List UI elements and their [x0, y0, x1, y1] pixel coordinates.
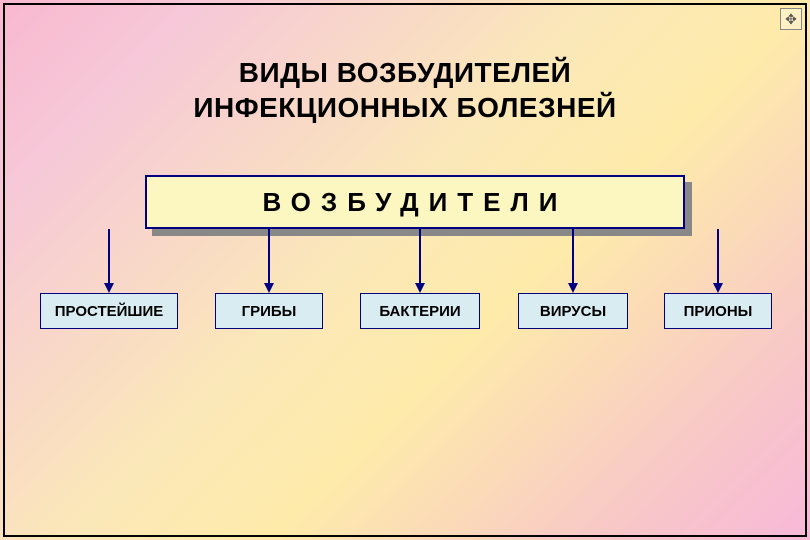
child-label: ПРИОНЫ	[684, 303, 753, 320]
parent-label: ВОЗБУДИТЕЛИ	[263, 187, 568, 218]
decorative-icon: ✥	[780, 8, 802, 30]
arrow-head	[415, 283, 425, 293]
arrow-head	[713, 283, 723, 293]
arrow-line	[419, 229, 421, 283]
child-label: ПРОСТЕЙШИЕ	[55, 303, 164, 320]
arrow-head	[104, 283, 114, 293]
slide-title: ВИДЫ ВОЗБУДИТЕЛЕЙ ИНФЕКЦИОННЫХ БОЛЕЗНЕЙ	[0, 55, 810, 125]
child-box: ПРИОНЫ	[664, 293, 772, 329]
child-label: ВИРУСЫ	[540, 303, 606, 320]
child-label: БАКТЕРИИ	[379, 303, 460, 320]
child-box: ПРОСТЕЙШИЕ	[40, 293, 178, 329]
arrow-line	[268, 229, 270, 283]
arrow-line	[717, 229, 719, 283]
arrow-line	[108, 229, 110, 283]
child-box: ГРИБЫ	[215, 293, 323, 329]
title-line-1: ВИДЫ ВОЗБУДИТЕЛЕЙ	[0, 55, 810, 90]
arrow-head	[264, 283, 274, 293]
child-label: ГРИБЫ	[242, 303, 297, 320]
child-box: ВИРУСЫ	[518, 293, 628, 329]
arrow-line	[572, 229, 574, 283]
parent-box: ВОЗБУДИТЕЛИ	[145, 175, 685, 229]
child-box: БАКТЕРИИ	[360, 293, 480, 329]
arrow-head	[568, 283, 578, 293]
title-line-2: ИНФЕКЦИОННЫХ БОЛЕЗНЕЙ	[0, 90, 810, 125]
